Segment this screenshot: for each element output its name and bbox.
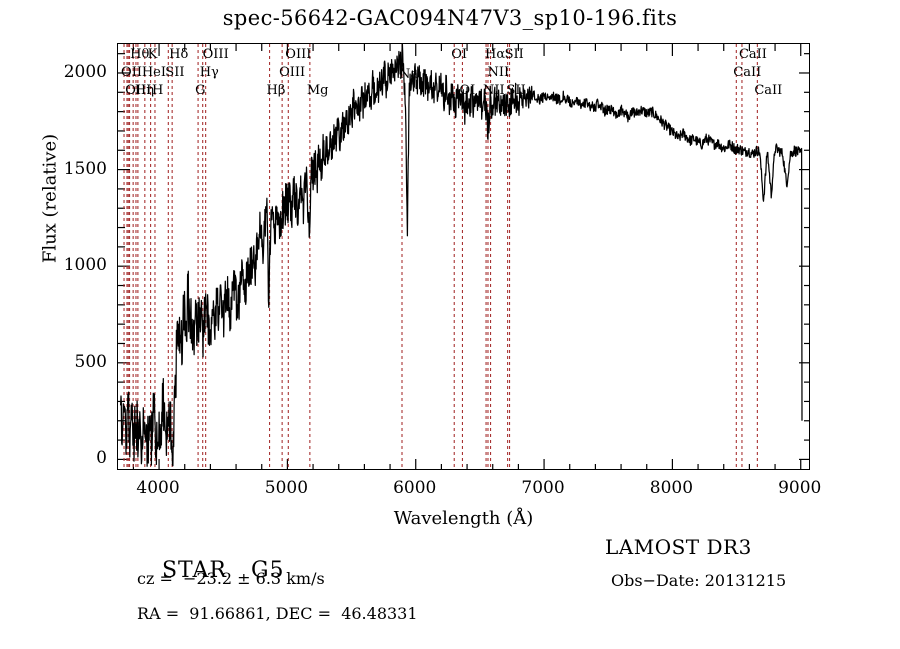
y-tick-label: 2000 — [63, 61, 107, 82]
plot-area — [117, 43, 810, 470]
spectral-line-label: Hη — [134, 83, 155, 98]
spectral-line-label: HeI — [141, 65, 166, 80]
object-summary: STAR G5 — [130, 533, 285, 608]
spectral-line-label: H — [151, 83, 164, 98]
y-axis-label: Flux (relative) — [39, 133, 61, 264]
spectral-line-label: OI — [459, 83, 476, 98]
x-axis-label: Wavelength (Å) — [393, 508, 534, 529]
x-tick-label: 5000 — [264, 478, 309, 498]
spectral-line-label: CaII — [738, 47, 767, 62]
spectral-line-label: OIII — [285, 47, 312, 62]
x-tick-label: 4000 — [136, 478, 180, 498]
spectral-line-label: SII — [504, 47, 524, 62]
spectral-line-label: SII — [165, 65, 185, 80]
spectral-line-label: Mg — [306, 83, 329, 98]
x-tick-label: 9000 — [778, 478, 822, 498]
spectral-line-label: CaII — [754, 83, 783, 98]
spectral-line-label: NII — [487, 65, 510, 80]
spectral-line-label: OIII — [279, 65, 306, 80]
spectral-line-label: OIII — [202, 47, 229, 62]
x-tick-label: 7000 — [521, 478, 565, 498]
spectrum-plot — [118, 44, 809, 469]
spectral-line-label: OII — [121, 65, 142, 80]
spectral-line-label: Na — [399, 67, 419, 82]
spectral-line-label: Hγ — [199, 65, 219, 80]
spectral-line-label: OI — [451, 47, 468, 62]
coordinates: RA = 91.66861, DEC = 46.48331 — [137, 604, 418, 623]
y-tick-label: 500 — [74, 351, 107, 372]
spectral-class: G5 — [250, 558, 285, 583]
y-tick-label: 1000 — [63, 255, 107, 276]
x-tick-label: 6000 — [393, 478, 437, 498]
spectral-line-label: Hδ — [169, 47, 189, 62]
object-type: STAR — [161, 558, 227, 583]
survey-name: LAMOST DR3 — [605, 535, 752, 559]
spectral-line-label: G — [195, 83, 206, 98]
spectral-line-label: OIII — [125, 83, 152, 98]
x-tick-label: 8000 — [649, 478, 694, 498]
spectral-line-label: K — [147, 47, 158, 62]
y-tick-label: 1500 — [63, 158, 107, 179]
spectral-line-label: Hθ — [130, 47, 150, 62]
spectral-line-label: NII — [483, 83, 505, 98]
spectral-line-label: Hβ — [266, 83, 286, 98]
page-title: spec-56642-GAC094N47V3_sp10-196.fits — [222, 6, 678, 30]
observation-date: Obs−Date: 20131215 — [611, 571, 787, 590]
spectral-line-label: CaII — [733, 65, 762, 80]
spectral-line-label: SII — [506, 83, 526, 98]
radial-velocity: cz = −23.2 ± 6.3 km/s — [137, 569, 325, 588]
spectral-line-label: Hα — [484, 47, 506, 62]
y-tick-label: 0 — [96, 448, 107, 469]
